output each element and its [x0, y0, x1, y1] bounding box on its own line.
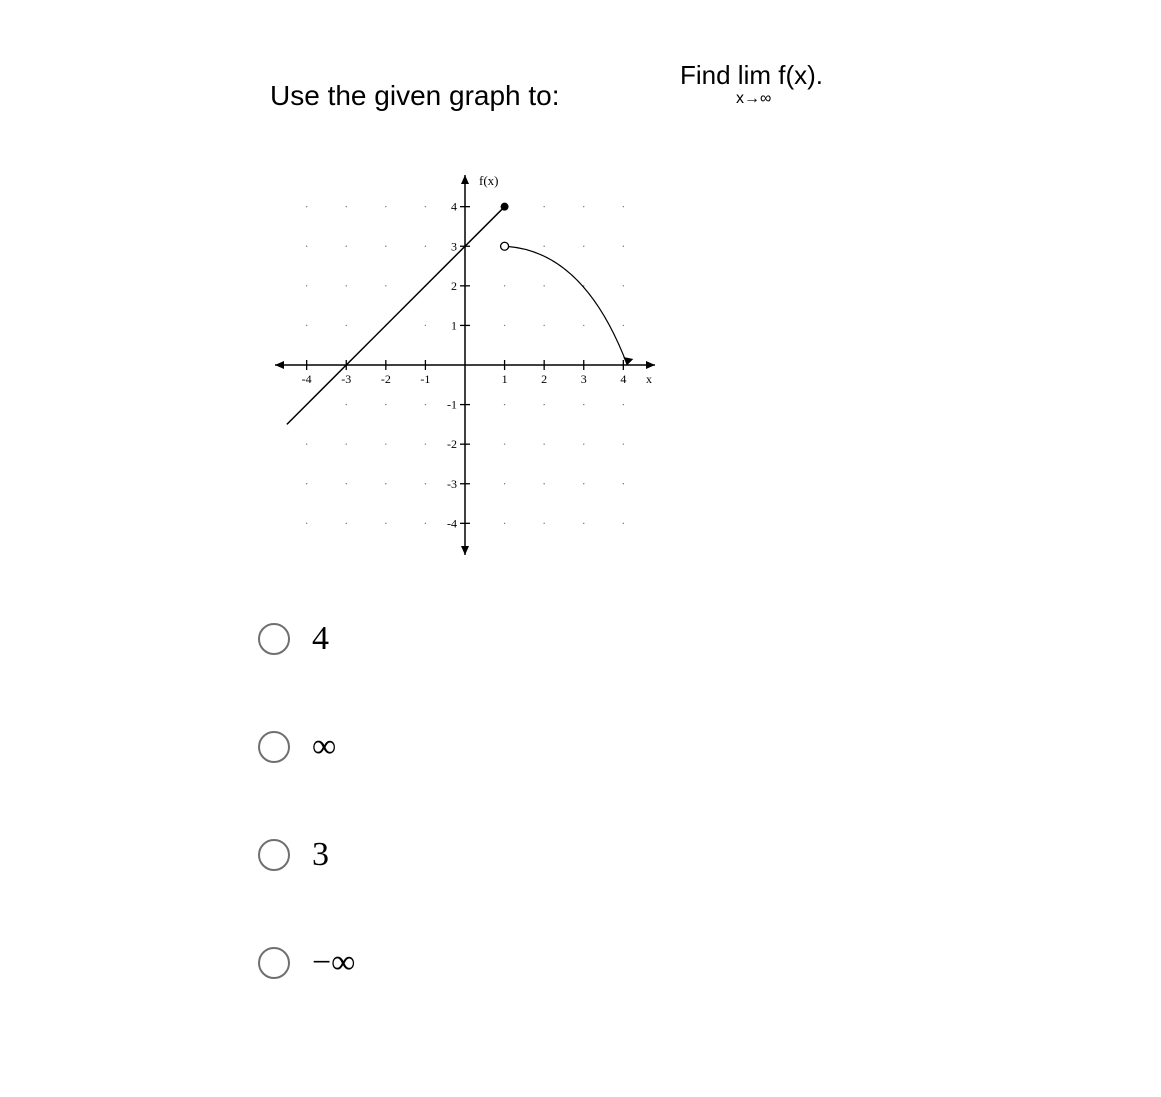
- option-label: ∞: [312, 728, 336, 766]
- svg-text:3: 3: [581, 372, 587, 386]
- answer-options: 4 ∞ 3 −∞: [258, 620, 355, 1052]
- page: Use the given graph to: Find lim f(x). x…: [0, 0, 1161, 1097]
- svg-text:f(x): f(x): [479, 175, 499, 188]
- option-label: 4: [312, 620, 329, 658]
- radio-icon[interactable]: [258, 623, 290, 655]
- option-label: 3: [312, 836, 329, 874]
- radio-icon[interactable]: [258, 947, 290, 979]
- limit-subscript: x→∞: [736, 91, 823, 108]
- svg-text:4: 4: [620, 372, 626, 386]
- option-3[interactable]: 3: [258, 836, 355, 874]
- svg-text:3: 3: [451, 239, 457, 253]
- svg-text:-3: -3: [341, 372, 351, 386]
- radio-icon[interactable]: [258, 731, 290, 763]
- svg-text:-3: -3: [447, 477, 457, 491]
- svg-text:-1: -1: [447, 398, 457, 412]
- svg-text:1: 1: [451, 318, 457, 332]
- option-label: −∞: [312, 944, 355, 982]
- svg-text:-2: -2: [381, 372, 391, 386]
- option-neg-infinity[interactable]: −∞: [258, 944, 355, 982]
- svg-text:2: 2: [541, 372, 547, 386]
- question-prompt: Use the given graph to:: [270, 80, 560, 112]
- limit-expression: Find lim f(x). x→∞: [680, 62, 823, 108]
- svg-text:-2: -2: [447, 437, 457, 451]
- option-infinity[interactable]: ∞: [258, 728, 355, 766]
- option-4[interactable]: 4: [258, 620, 355, 658]
- graph: -4 -3 -2 -1 1 2 3 4 -4 -3 -2 -1 1 2 3 4 x f(x): [275, 175, 655, 555]
- radio-icon[interactable]: [258, 839, 290, 871]
- svg-text:2: 2: [451, 279, 457, 293]
- limit-find-line: Find lim f(x).: [680, 60, 823, 90]
- svg-text:-4: -4: [447, 516, 457, 530]
- svg-text:1: 1: [502, 372, 508, 386]
- svg-text:-1: -1: [420, 372, 430, 386]
- svg-text:4: 4: [451, 200, 457, 214]
- svg-text:x: x: [646, 372, 652, 386]
- svg-text:-4: -4: [302, 372, 312, 386]
